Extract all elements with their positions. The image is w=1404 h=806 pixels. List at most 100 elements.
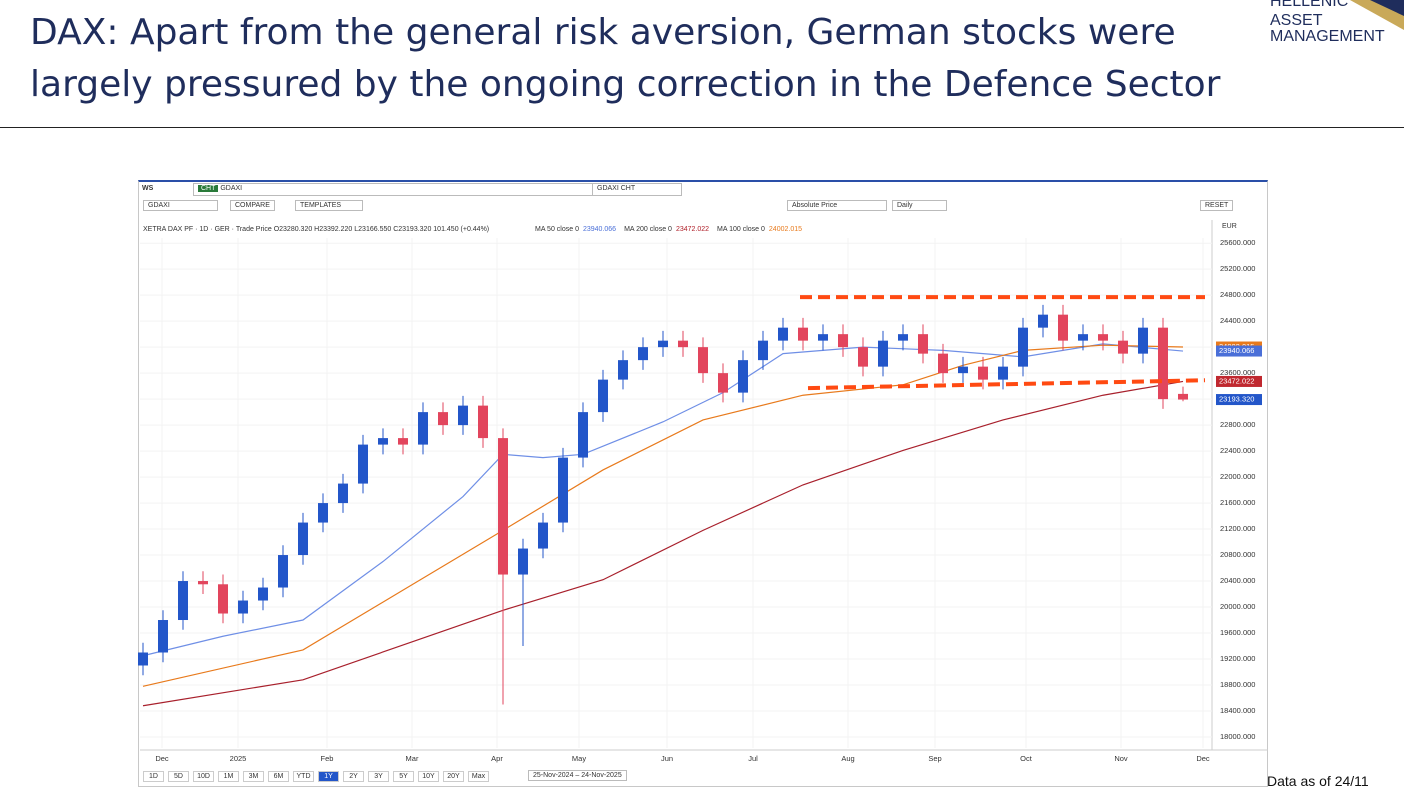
level-line: [807, 378, 1206, 391]
candle-body: [258, 587, 268, 601]
candle-body: [158, 620, 168, 653]
x-tick-label: Aug: [841, 754, 854, 763]
candle-body: [618, 360, 628, 380]
candle-body: [1138, 327, 1148, 354]
range-button[interactable]: 10D: [193, 771, 214, 782]
x-tick-label: Dec: [155, 754, 169, 763]
price-tag-label: 23193.320: [1219, 395, 1254, 404]
ma-legend: MA 50 close 0 23940.066 MA 200 close 0 2347…: [535, 226, 810, 233]
candle-body: [998, 366, 1008, 380]
candle-body: [878, 340, 888, 367]
candle-body: [1078, 334, 1088, 341]
templates-button[interactable]: TEMPLATES: [295, 200, 363, 211]
y-tick-label: 22000.000: [1220, 472, 1255, 481]
range-button[interactable]: 6M: [268, 771, 289, 782]
range-button[interactable]: 10Y: [418, 771, 439, 782]
candle-body: [698, 347, 708, 374]
y-tick-label: 18400.000: [1220, 706, 1255, 715]
candle-body: [1118, 340, 1128, 354]
y-tick-label: 24400.000: [1220, 316, 1255, 325]
y-tick-label: 19600.000: [1220, 628, 1255, 637]
y-tick-label: 22800.000: [1220, 420, 1255, 429]
candle-body: [278, 555, 288, 588]
candle-body: [1018, 327, 1028, 367]
range-button[interactable]: 1M: [218, 771, 239, 782]
candle-body: [578, 412, 588, 458]
candle-body: [678, 340, 688, 348]
tab[interactable]: GDAXI CHT: [592, 183, 682, 196]
range-button[interactable]: 5D: [168, 771, 189, 782]
x-tick-label: Nov: [1114, 754, 1128, 763]
candle-body: [918, 334, 928, 354]
candle-body: [818, 334, 828, 341]
ma-value: 23940.066: [582, 226, 617, 233]
date-range[interactable]: 25-Nov-2024 – 24-Nov-2025: [528, 770, 627, 781]
range-button[interactable]: YTD: [293, 771, 314, 782]
x-tick-label: May: [572, 754, 586, 763]
ma-value: 24002.015: [768, 226, 802, 233]
x-tick-label: 2025: [230, 754, 247, 763]
workspace[interactable]: WS: [142, 185, 154, 192]
y-tick-label: 24800.000: [1220, 290, 1255, 299]
range-button[interactable]: Max: [468, 771, 489, 782]
range-button[interactable]: 1D: [143, 771, 164, 782]
range-button[interactable]: 3M: [243, 771, 264, 782]
candle-body: [418, 412, 428, 445]
ma-label: MA 200 close 0: [624, 226, 672, 233]
candle-body: [458, 405, 468, 426]
candle-body: [238, 600, 248, 614]
x-tick-label: Dec: [1196, 754, 1210, 763]
candle-body: [198, 581, 208, 585]
range-button[interactable]: 20Y: [443, 771, 464, 782]
moving-average: [142, 343, 1184, 657]
price-tag-label: 23472.022: [1219, 376, 1254, 385]
chart: 18000.000 18400.000 18800.000 19200.000 1960…: [138, 220, 1268, 763]
candle-body: [658, 340, 668, 348]
candle-body: [498, 438, 508, 575]
y-tick-label: 20000.000: [1220, 602, 1255, 611]
range-button[interactable]: 5Y: [393, 771, 414, 782]
footer: Data as of 24/11: [1267, 773, 1369, 789]
candle-body: [178, 581, 188, 621]
x-tick-label: Feb: [321, 754, 334, 763]
y-tick-label: 25200.000: [1220, 264, 1255, 273]
tab-tag: CHT: [198, 185, 219, 192]
candle-body: [958, 366, 968, 374]
reset-button[interactable]: RESET: [1200, 200, 1234, 211]
x-tick-label: Jul: [748, 754, 758, 763]
range-button[interactable]: 2Y: [343, 771, 364, 782]
ma-value: 23472.022: [675, 226, 710, 233]
candle-body: [838, 334, 848, 348]
y-tick-label: 18000.000: [1220, 732, 1255, 741]
logo-text: ASSET: [1270, 12, 1323, 29]
y-tick-label: 22400.000: [1220, 446, 1255, 455]
range-bar: 1D 5D 10D 1M 3M 6M YTD 1Y 2Y 3Y 5Y 10Y 20Y Max: [143, 771, 493, 782]
period[interactable]: Daily: [892, 200, 947, 211]
candle-body: [378, 438, 388, 445]
x-tick-label: Oct: [1020, 754, 1033, 763]
divider: [0, 127, 1404, 128]
range-button[interactable]: 3Y: [368, 771, 389, 782]
candle-body: [938, 353, 948, 374]
candle-body: [538, 522, 548, 549]
compare-button[interactable]: COMPARE: [230, 200, 275, 211]
candle-body: [898, 334, 908, 341]
x-tick-label: Jun: [661, 754, 673, 763]
candle-body: [638, 347, 648, 361]
logo-text: MANAGEMENT: [1270, 28, 1385, 45]
range-button[interactable]: 1Y: [318, 771, 339, 782]
candle-body: [738, 360, 748, 393]
search-box[interactable]: CHT GDAXI: [193, 183, 593, 196]
candle-body: [758, 340, 768, 361]
price-tag: [1216, 345, 1262, 357]
y-tick-label: 23600.000: [1220, 368, 1255, 377]
price-mode[interactable]: Absolute Price: [787, 200, 887, 211]
symbol[interactable]: GDAXI: [143, 200, 218, 211]
candle-body: [218, 584, 228, 614]
candle-body: [338, 483, 348, 504]
ma-label: MA 50 close 0: [535, 226, 579, 233]
x-tick-label: Apr: [491, 754, 503, 763]
candle-body: [138, 652, 148, 666]
candle-body: [558, 457, 568, 523]
logo-text: HELLENIC: [1270, 0, 1349, 10]
